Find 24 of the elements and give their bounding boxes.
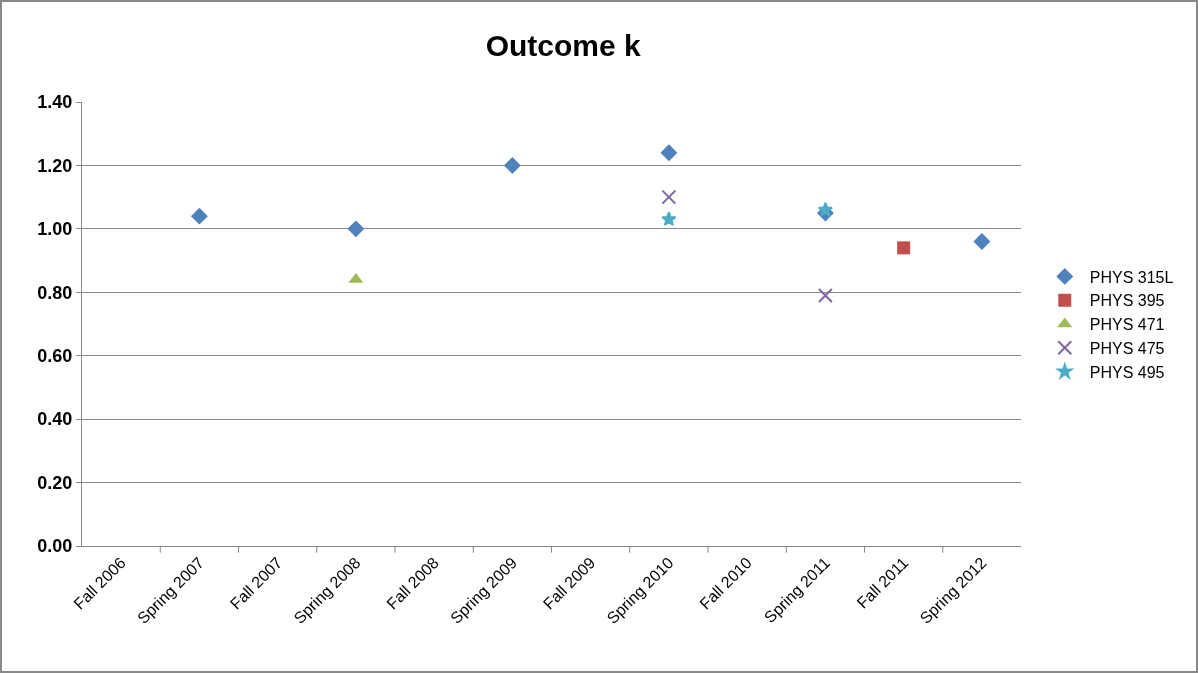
legend-label: PHYS 475 [1089, 340, 1165, 358]
y-tick-label: 1.40 [37, 92, 73, 113]
point [190, 207, 208, 225]
legend-label: PHYS 495 [1089, 363, 1165, 381]
legend-label: PHYS 395 [1089, 292, 1165, 310]
point [661, 189, 677, 205]
y-tick-label: 1.00 [37, 219, 73, 240]
point [817, 201, 834, 217]
point [347, 220, 365, 238]
legend-label: PHYS 471 [1089, 316, 1165, 334]
point [660, 144, 678, 162]
chart-title: Outcome k [485, 29, 642, 63]
y-tick-label: 0.60 [37, 346, 73, 367]
y-tick-label: 0.20 [37, 472, 73, 493]
point [503, 156, 521, 174]
point [817, 287, 833, 303]
y-tick-label: 1.20 [37, 155, 73, 176]
point [973, 233, 991, 250]
y-tick-label: 0.00 [37, 536, 73, 557]
point [897, 241, 911, 255]
y-tick-label: 0.40 [37, 409, 73, 430]
y-tick-label: 0.80 [37, 282, 73, 303]
legend-label: PHYS 315L [1089, 268, 1174, 286]
point [661, 211, 677, 226]
